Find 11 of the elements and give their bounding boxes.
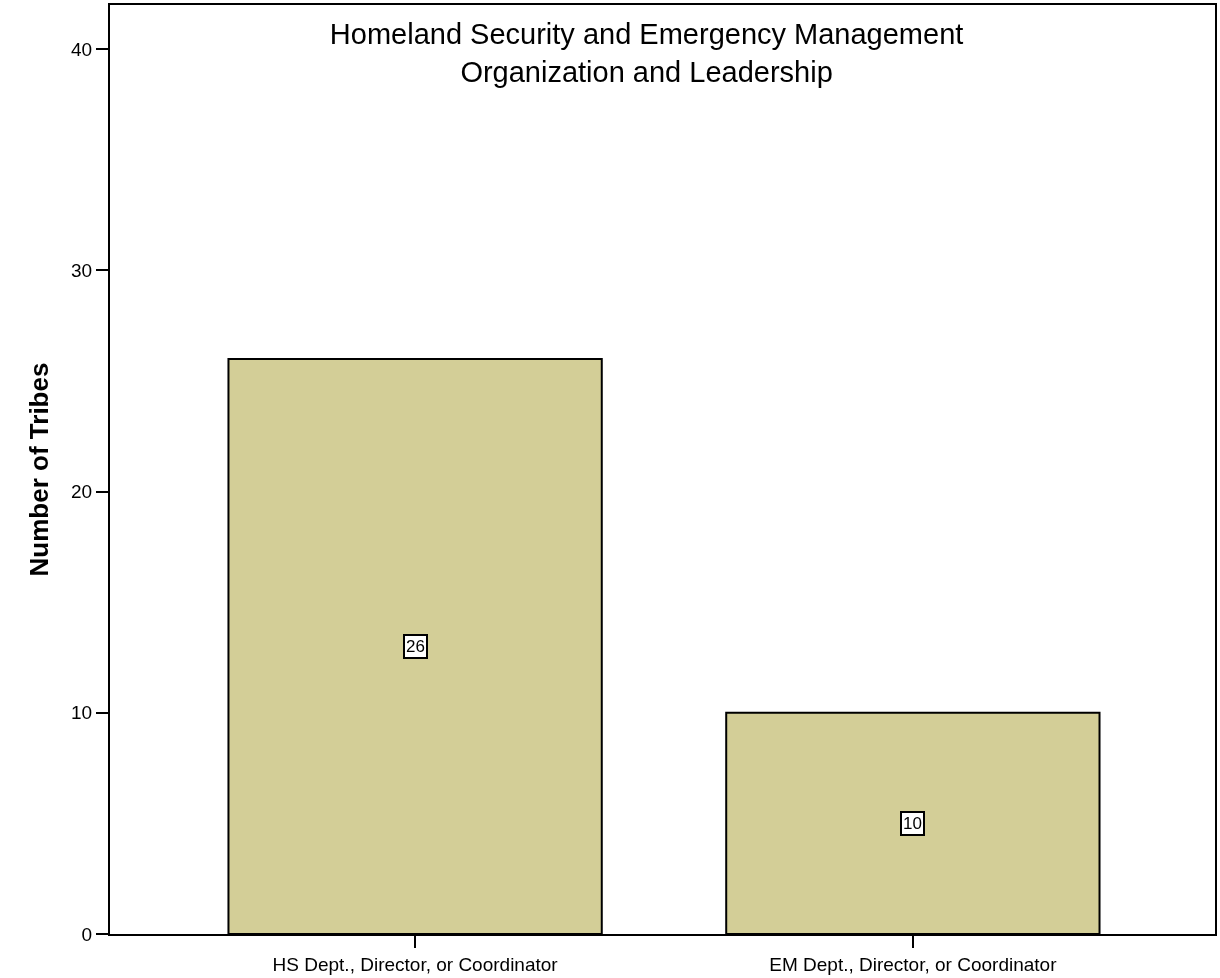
y-tick-label: 40 xyxy=(71,38,93,60)
y-axis-title: Number of Tribes xyxy=(23,362,54,577)
data-label: 10 xyxy=(903,814,922,833)
data-label: 26 xyxy=(406,637,425,656)
x-tick-label: EM Dept., Director, or Coordinator xyxy=(769,953,1058,975)
y-tick-label: 10 xyxy=(71,702,93,724)
y-tick-label: 0 xyxy=(81,923,93,945)
y-tick-label: 20 xyxy=(71,481,93,503)
x-tick-label: HS Dept., Director, or Coordinator xyxy=(272,953,559,975)
y-tick-label: 30 xyxy=(71,260,93,282)
text: Homeland Security and Emergency Management Organization and Leadership xyxy=(329,18,964,88)
